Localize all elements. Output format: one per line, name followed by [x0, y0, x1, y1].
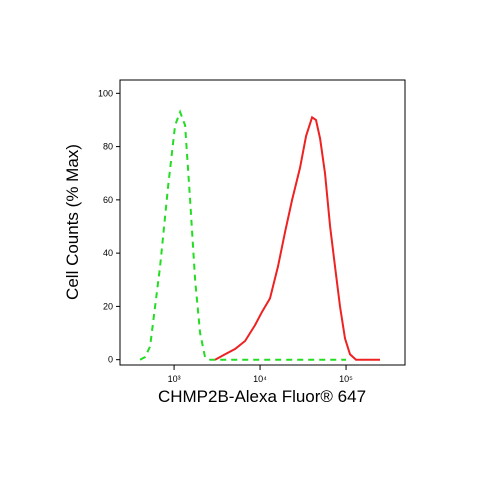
x-tick-label: 10⁴	[253, 374, 267, 384]
series-line	[139, 109, 346, 361]
y-tick-label: 60	[103, 195, 113, 205]
x-tick-label: 10⁵	[339, 374, 353, 384]
x-tick-label: 10³	[168, 374, 181, 384]
plot-frame	[119, 79, 406, 366]
y-tick-label: 40	[103, 248, 113, 258]
y-tick-label: 0	[108, 355, 113, 365]
x-axis-label: CHMP2B-Alexa Fluor® 647	[158, 387, 366, 406]
y-axis-label: Cell Counts (% Max)	[63, 144, 82, 300]
series-line	[214, 115, 380, 361]
y-tick-label: 20	[103, 301, 113, 311]
y-tick-label: 80	[103, 142, 113, 152]
y-tick-label: 100	[98, 88, 113, 98]
